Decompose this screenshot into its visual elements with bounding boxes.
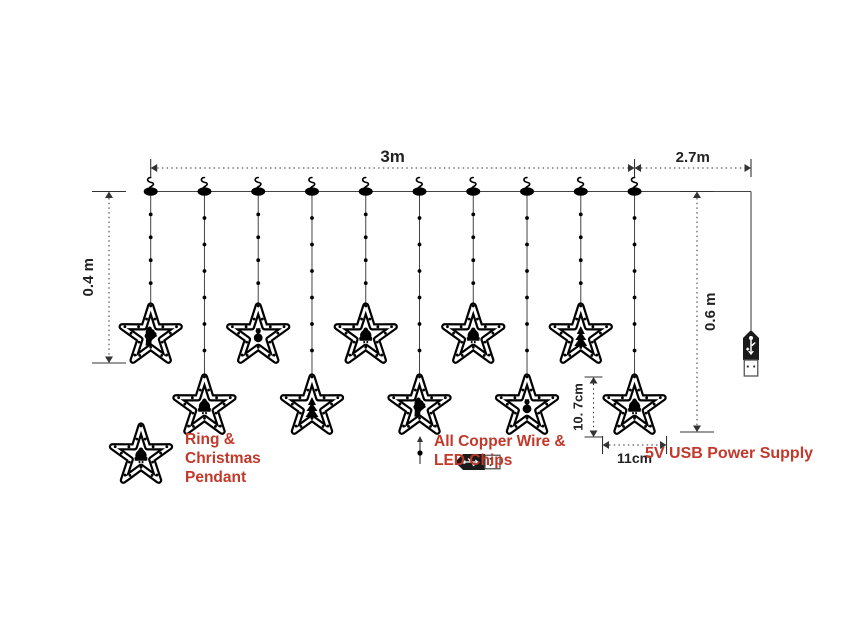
svg-text:All Copper Wire &: All Copper Wire &: [434, 433, 566, 450]
svg-text:10. 7cm: 10. 7cm: [571, 383, 586, 431]
svg-text:2.7m: 2.7m: [676, 149, 710, 166]
svg-text:5V USB Power Supply: 5V USB Power Supply: [645, 445, 813, 462]
svg-text:Pendant: Pendant: [185, 469, 246, 486]
svg-text:LED Chips: LED Chips: [434, 452, 512, 469]
svg-text:Christmas: Christmas: [185, 450, 261, 467]
svg-text:3m: 3m: [380, 147, 405, 166]
svg-text:0.6 m: 0.6 m: [702, 293, 719, 331]
svg-text:0.4 m: 0.4 m: [80, 258, 97, 296]
svg-text:Ring &: Ring &: [185, 431, 235, 448]
